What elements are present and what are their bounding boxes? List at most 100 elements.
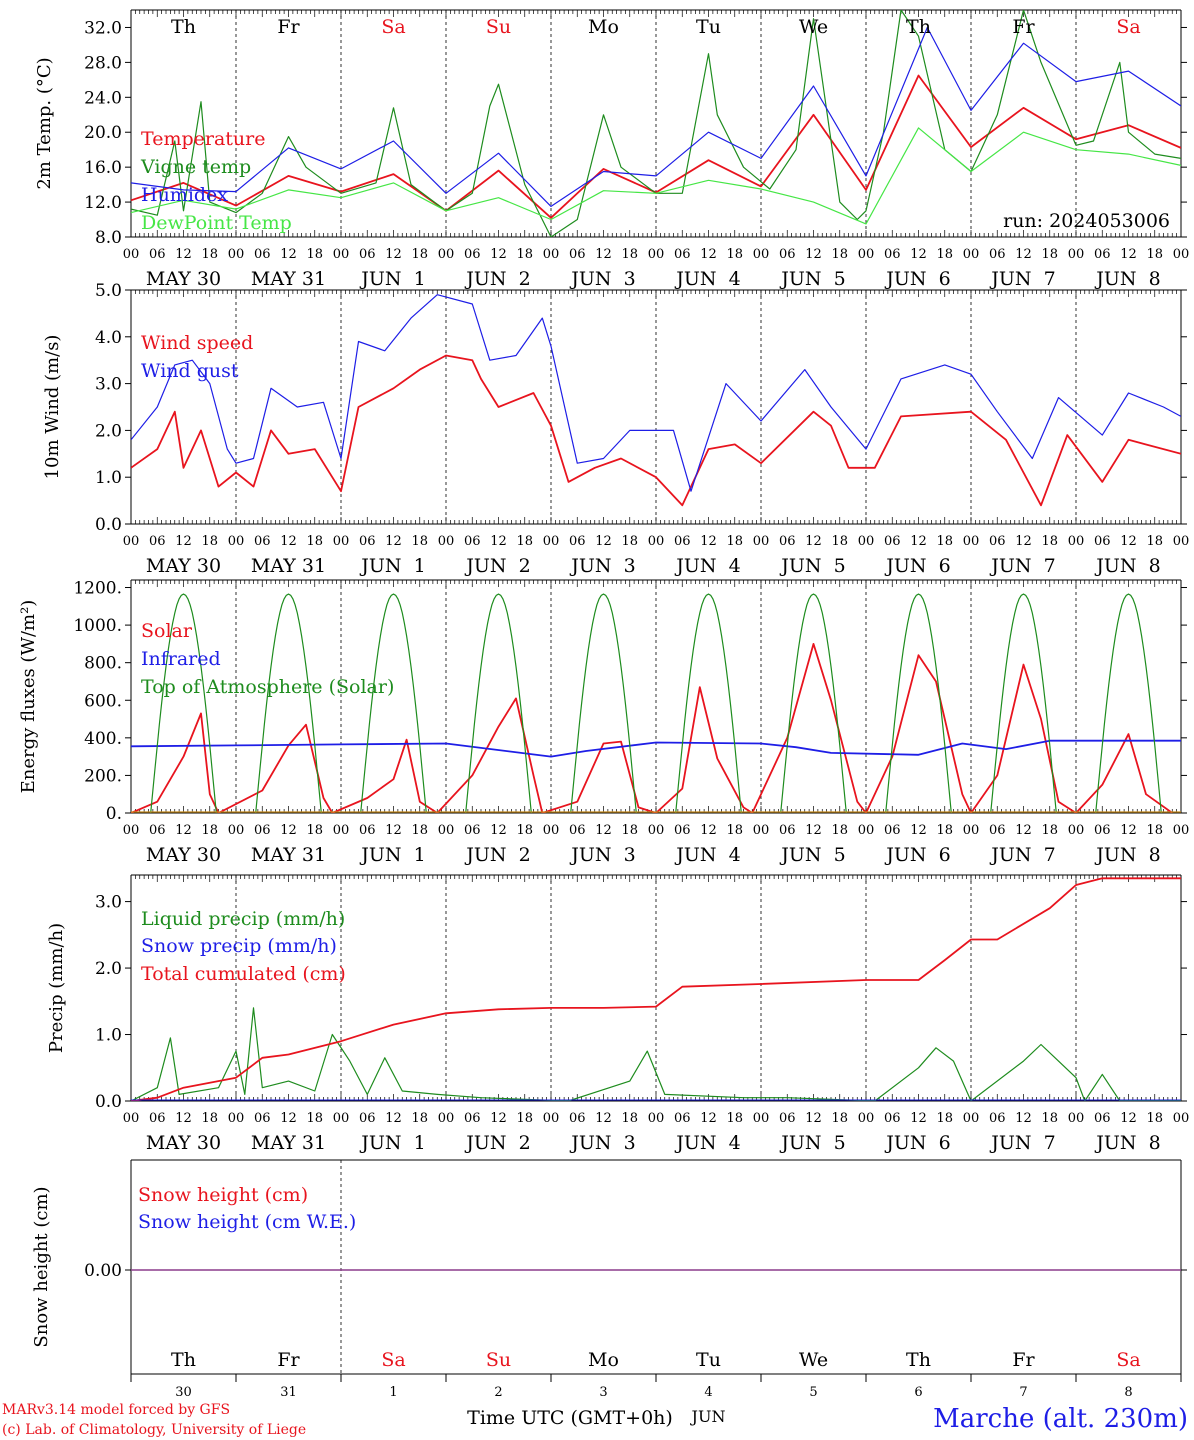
date-label: MAY 31 — [251, 844, 326, 866]
y-tick-label: 24.0 — [84, 88, 122, 108]
hour-label: 18 — [516, 1111, 533, 1126]
hour-label: 18 — [1041, 534, 1058, 549]
hour-label: 12 — [1120, 247, 1137, 262]
hour-label: 18 — [831, 534, 848, 549]
hour-label: 00 — [123, 247, 140, 262]
y-axis-label: Precip (mm/h) — [46, 923, 67, 1053]
hour-label: 12 — [1015, 247, 1032, 262]
day-number: 30 — [175, 1385, 192, 1400]
hour-label: 18 — [1146, 534, 1163, 549]
hour-label: 00 — [1068, 823, 1085, 838]
hour-label: 06 — [464, 247, 481, 262]
hour-label: 18 — [831, 823, 848, 838]
hour-label: 12 — [175, 1111, 192, 1126]
hour-label: 00 — [963, 1111, 980, 1126]
x-ticks — [130, 580, 1182, 813]
hour-label: 00 — [1173, 534, 1190, 549]
date-label: JUN 3 — [569, 555, 635, 577]
hour-label: 06 — [569, 247, 586, 262]
hour-label: 12 — [175, 823, 192, 838]
day-abbr: Su — [486, 1349, 511, 1371]
day-abbr: Fr — [277, 16, 300, 38]
day-abbr: We — [799, 1349, 828, 1371]
date-label: JUN 5 — [779, 1132, 845, 1154]
hour-label: 06 — [149, 534, 166, 549]
hour-label: 18 — [936, 823, 953, 838]
hour-label: 06 — [569, 1111, 586, 1126]
hour-label: 18 — [831, 247, 848, 262]
hour-label: 12 — [1015, 534, 1032, 549]
hour-label: 12 — [280, 534, 297, 549]
hour-label: 00 — [333, 1111, 350, 1126]
legend-entry-0: Snow height (cm) — [138, 1184, 308, 1206]
date-label: JUN 2 — [464, 268, 530, 290]
hour-label: 12 — [385, 1111, 402, 1126]
day-abbr: Su — [486, 16, 511, 38]
hour-label: 18 — [306, 823, 323, 838]
date-label: JUN 5 — [779, 555, 845, 577]
y-tick-label: 600. — [84, 691, 122, 711]
series-line-3 — [131, 127, 1181, 225]
series-line-0 — [131, 1007, 1181, 1101]
hour-label: 12 — [385, 823, 402, 838]
day-number: 4 — [704, 1385, 712, 1400]
hour-label: 00 — [123, 823, 140, 838]
hour-label: 00 — [753, 534, 770, 549]
date-label: MAY 31 — [251, 1132, 326, 1154]
hour-label: 12 — [700, 247, 717, 262]
hour-label: 12 — [385, 247, 402, 262]
hour-label: 00 — [963, 247, 980, 262]
y-tick-label: 800. — [84, 654, 122, 674]
legend-entry-0: Solar — [141, 620, 193, 642]
hour-label: 18 — [621, 1111, 638, 1126]
day-number: 3 — [599, 1385, 607, 1400]
hour-label: 00 — [543, 1111, 560, 1126]
date-label: JUN 5 — [779, 844, 845, 866]
day-number: 5 — [809, 1385, 817, 1400]
hour-label: 00 — [648, 247, 665, 262]
hour-label: 06 — [1094, 534, 1111, 549]
date-label: JUN 6 — [884, 555, 950, 577]
hour-label: 12 — [280, 247, 297, 262]
hour-label: 06 — [149, 1111, 166, 1126]
hour-label: 00 — [228, 823, 245, 838]
hour-label: 00 — [753, 823, 770, 838]
hour-label: 18 — [1041, 823, 1058, 838]
y-tick-label: 1.0 — [95, 468, 122, 488]
series-group — [131, 10, 1181, 237]
hour-label: 00 — [858, 823, 875, 838]
legend-entry-0: Wind speed — [141, 332, 253, 354]
series-line-0 — [131, 74, 1181, 219]
hour-label: 06 — [989, 823, 1006, 838]
hour-label: 00 — [438, 1111, 455, 1126]
hour-label: 18 — [726, 247, 743, 262]
day-abbr: Th — [906, 1349, 931, 1371]
hour-label: 06 — [359, 247, 376, 262]
hour-label: 00 — [228, 534, 245, 549]
hour-label: 00 — [228, 247, 245, 262]
date-label: JUN 8 — [1094, 555, 1160, 577]
hour-label: 12 — [1015, 1111, 1032, 1126]
hour-label: 06 — [1094, 823, 1111, 838]
x-ticks — [130, 10, 1182, 237]
hour-label: 06 — [884, 247, 901, 262]
hour-label: 12 — [490, 1111, 507, 1126]
hour-label: 00 — [858, 1111, 875, 1126]
hour-label: 18 — [1041, 247, 1058, 262]
hour-label: 06 — [464, 1111, 481, 1126]
hour-label: 06 — [254, 823, 271, 838]
hour-label: 18 — [411, 823, 428, 838]
hour-label: 00 — [753, 247, 770, 262]
hour-label: 12 — [490, 823, 507, 838]
hour-label: 18 — [411, 247, 428, 262]
hour-label: 00 — [543, 823, 560, 838]
hour-label: 00 — [543, 247, 560, 262]
hour-label: 00 — [648, 823, 665, 838]
hour-label: 18 — [201, 1111, 218, 1126]
hour-label: 12 — [1120, 1111, 1137, 1126]
hour-label: 06 — [254, 247, 271, 262]
hour-label: 12 — [910, 823, 927, 838]
series-line-1 — [131, 10, 1181, 237]
date-label: MAY 30 — [146, 555, 221, 577]
hour-label: 18 — [1146, 823, 1163, 838]
